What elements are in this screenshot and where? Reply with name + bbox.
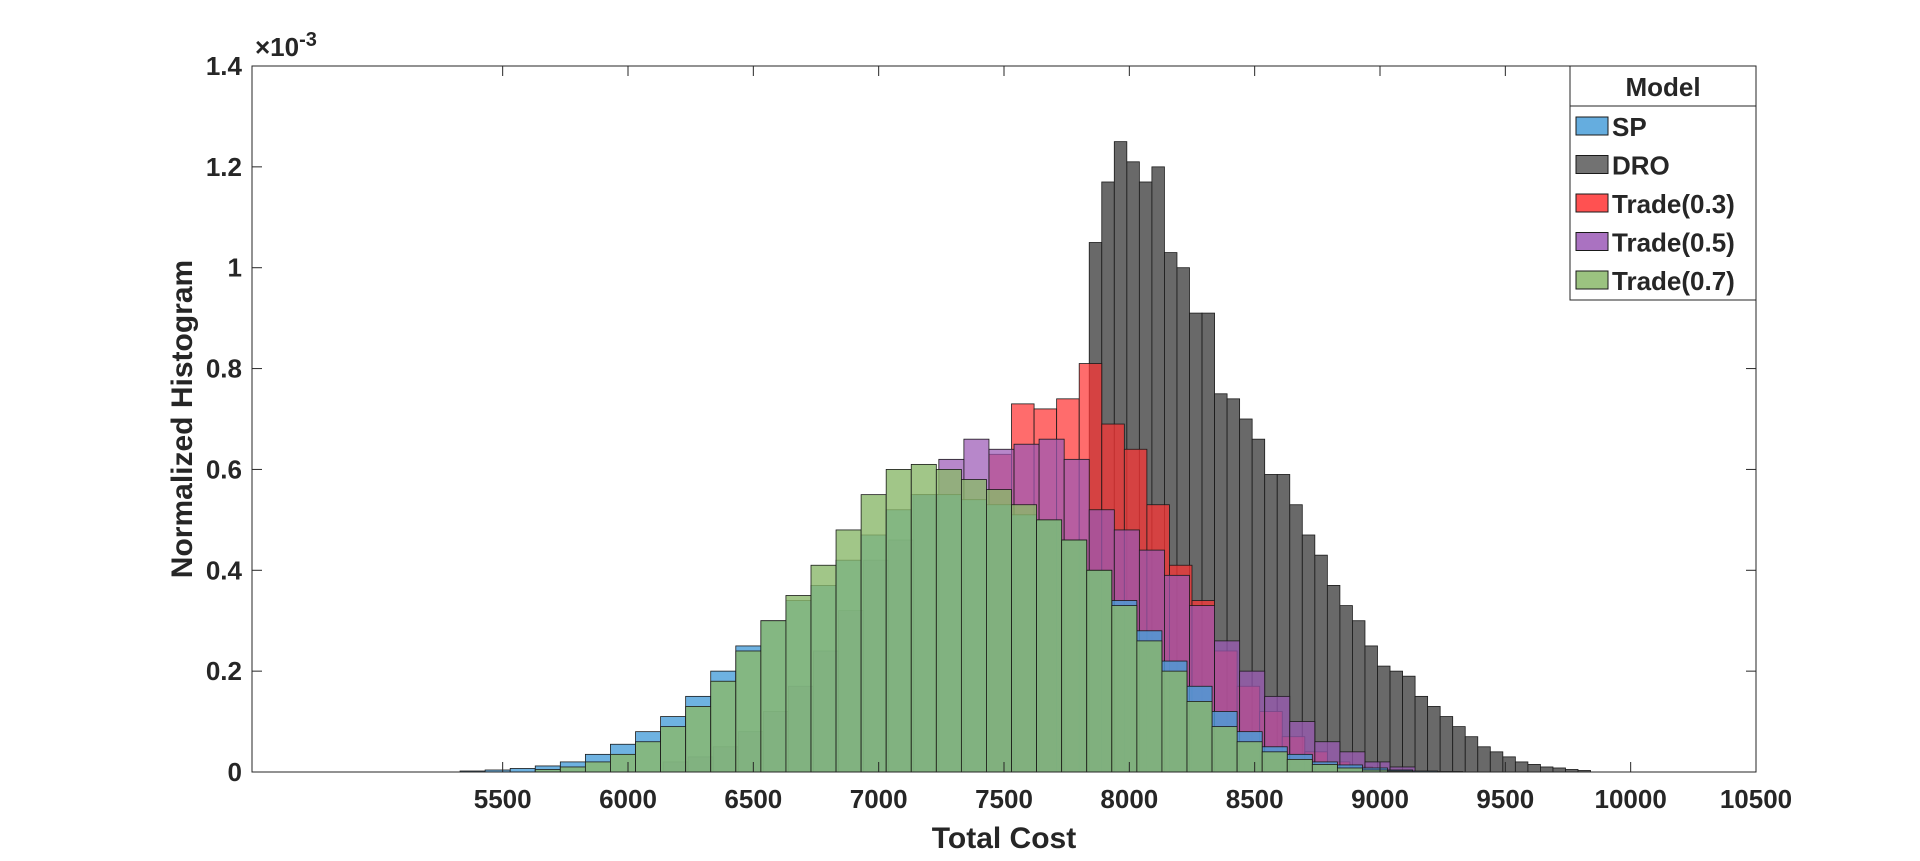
histogram-bar [1186,701,1213,773]
legend-item: Trade(0.5) [1575,228,1735,258]
legend-swatch [1575,155,1609,174]
histogram-bar [760,620,787,773]
histogram-bar [1261,751,1288,773]
histogram-bar [1477,746,1491,773]
legend-items: SP DRO Trade(0.3) Trade(0.5) Trade(0.7) [1575,112,1735,296]
y-tick-label: 1.2 [206,152,242,182]
legend-label: Trade(0.7) [1612,266,1735,296]
histogram-bar [635,741,661,773]
x-tick-label: 8500 [1226,784,1284,814]
y-tick-label: 0.2 [206,656,242,686]
histogram-bar [1286,758,1313,773]
y-tick-label: 0.4 [206,555,243,585]
legend-item: DRO [1575,151,1670,181]
histogram-bar [1364,645,1378,773]
x-tick-label: 6500 [724,784,782,814]
legend-swatch [1575,232,1609,251]
histogram-bar [785,595,812,773]
histogram-bar [610,753,636,773]
y-axis-label: Normalized Histogram [166,260,199,578]
legend-swatch [1575,116,1609,136]
histogram-bar [1489,751,1504,773]
histogram-bar [810,564,837,773]
legend-item: Trade(0.3) [1575,189,1735,219]
histogram-bar [986,489,1012,773]
legend-box [1569,65,1757,301]
histogram-bar [1339,605,1353,773]
histogram-bar [1377,665,1391,773]
histogram-bar [1464,736,1479,773]
y-tick-label: 0.6 [206,454,242,484]
histogram-bar [1236,741,1263,773]
x-tick-label: 9500 [1476,784,1534,814]
histogram-bar [660,726,687,773]
histogram-bar [1439,716,1454,773]
legend-swatch [1575,193,1609,213]
histogram-bar [1161,670,1188,773]
histogram-bar [1086,569,1113,773]
legend-label: Trade(0.3) [1612,189,1735,219]
legend-item: Trade(0.7) [1575,266,1735,296]
bars-layer [459,141,1591,773]
legend-label: SP [1612,112,1647,142]
histogram-bar [1311,764,1338,773]
y-tick-label: 0 [228,757,242,787]
histogram-bar [1352,620,1366,773]
histogram-bar [1514,761,1529,773]
x-tick-label: 5500 [474,784,532,814]
histogram-bar [1314,554,1328,773]
legend-item: SP [1575,112,1647,142]
legend-title: Model [1625,72,1700,102]
histogram-bar [584,761,611,773]
histogram-bar [509,768,536,773]
histogram-bar [1402,675,1416,773]
histogram-bar [1136,640,1163,773]
x-tick-label: 7000 [850,784,908,814]
histogram-bar [1336,767,1363,773]
histogram-bar [1061,539,1088,773]
y-tick-label: 1.4 [206,51,243,81]
x-tick-label: 10500 [1720,784,1792,814]
histogram-bar [735,650,762,773]
legend-label: Trade(0.5) [1612,228,1735,258]
histogram-bar [710,680,737,773]
histogram-bar [1111,605,1138,773]
legend-swatch [1575,270,1609,290]
histogram-bar [860,494,887,773]
histogram-bar [910,463,937,773]
histogram-bar [1414,695,1429,773]
x-tick-label: 6000 [599,784,657,814]
x-axis-label: Total Cost [932,822,1076,855]
y-tick-label: 0.8 [206,354,242,384]
histogram-bar [1452,726,1466,773]
histogram-bar [835,529,862,773]
y-exponent-label: ×10-3 [255,29,317,62]
histogram-bar [1540,766,1554,773]
histogram-bar [960,479,987,773]
histogram-bar [935,469,962,773]
series-trade-0-7 [534,463,1413,773]
histogram-bar [885,469,912,773]
histogram-bar [1502,756,1516,773]
histogram-bar [1527,764,1541,773]
x-tick-label: 8000 [1100,784,1158,814]
histogram-bar [1552,767,1566,773]
histogram-bar [685,706,712,773]
legend-label: DRO [1612,151,1670,181]
x-tick-label: 10000 [1595,784,1667,814]
y-tick-label: 1 [228,253,242,283]
x-tick-label: 9000 [1351,784,1409,814]
histogram-bar [1011,504,1037,773]
legend: Model SP DRO Trade(0.3) Trade(0.5) Trade(0.7… [1569,65,1757,301]
labels-layer: 5500 6000 6500 7000 7500 8000 8500 9000 9500 1000… [206,51,1792,814]
histogram-bar [1427,706,1441,773]
x-tick-label: 7500 [975,784,1033,814]
histogram-bar [1036,519,1063,773]
histogram-bar [559,766,586,773]
histogram-bar [1211,726,1238,773]
histogram-bar [1389,670,1403,773]
